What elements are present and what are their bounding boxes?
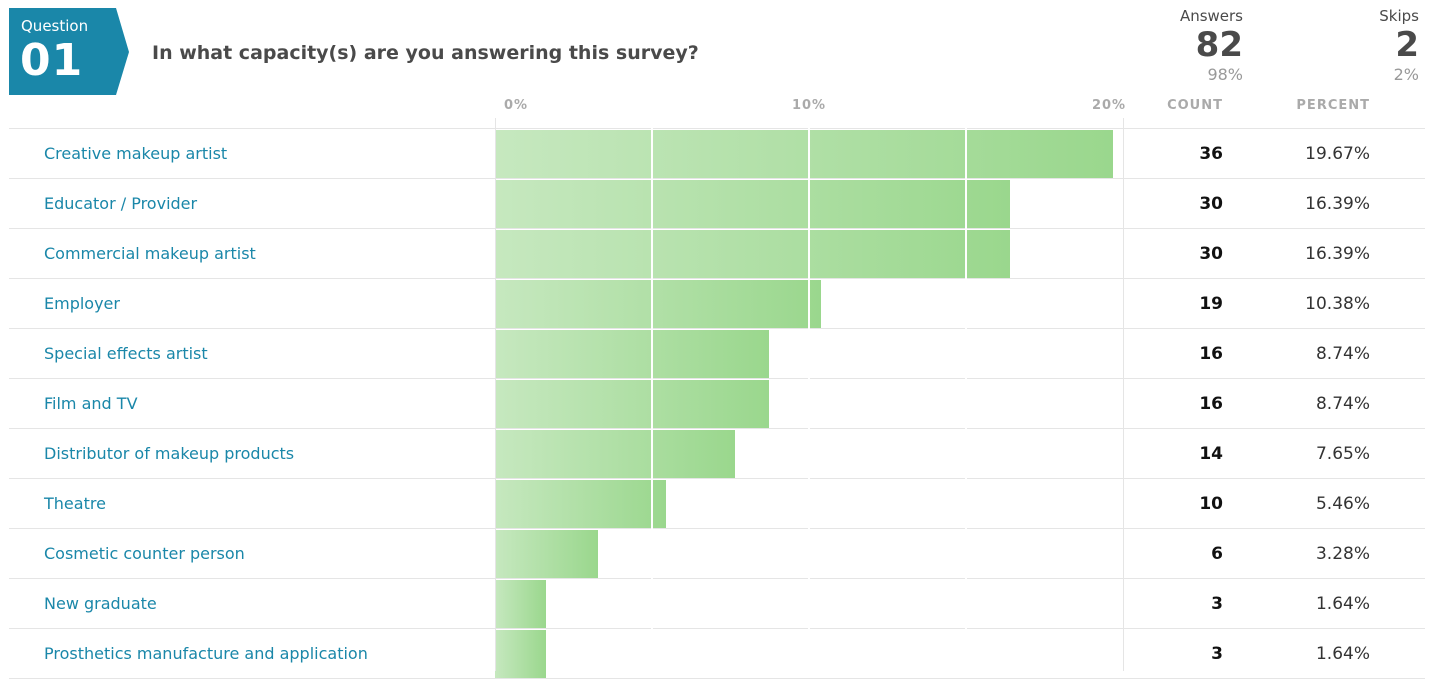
table-row: Employer 19 10.38%	[9, 279, 1425, 329]
bar	[495, 280, 821, 328]
row-count: 6	[1211, 544, 1223, 564]
row-count: 3	[1211, 594, 1223, 614]
row-count: 10	[1199, 494, 1223, 514]
count-column-header: COUNT	[1167, 98, 1223, 113]
bar	[495, 230, 1010, 278]
category-label[interactable]: Film and TV	[44, 394, 138, 413]
category-label[interactable]: New graduate	[44, 594, 157, 613]
category-label[interactable]: Distributor of makeup products	[44, 444, 295, 463]
category-label[interactable]: Theatre	[44, 494, 106, 513]
bar	[495, 130, 1113, 178]
category-label[interactable]: Commercial makeup artist	[44, 244, 256, 263]
row-count: 3	[1211, 644, 1223, 664]
table-row: Creative makeup artist 36 19.67%	[9, 129, 1425, 179]
question-title: In what capacity(s) are you answering th…	[152, 42, 699, 64]
category-label[interactable]: Special effects artist	[44, 344, 208, 363]
row-count: 36	[1199, 144, 1223, 164]
row-count: 16	[1199, 394, 1223, 414]
bar	[495, 180, 1010, 228]
skips-count: 2	[1395, 25, 1419, 65]
skips-stat: Skips 2 2%	[1379, 7, 1419, 85]
bar	[495, 480, 667, 528]
row-count: 30	[1199, 194, 1223, 214]
table-row: Prosthetics manufacture and application 3…	[9, 629, 1425, 679]
percent-column-header: PERCENT	[1296, 98, 1370, 113]
table-row: Theatre 10 5.46%	[9, 479, 1425, 529]
row-percent: 1.64%	[1315, 644, 1370, 664]
table-row: Educator / Provider 30 16.39%	[9, 179, 1425, 229]
category-label[interactable]: Creative makeup artist	[44, 144, 228, 163]
row-percent: 19.67%	[1305, 144, 1370, 164]
row-percent: 7.65%	[1315, 444, 1370, 464]
category-label[interactable]: Prosthetics manufacture and application	[44, 644, 368, 663]
skips-percent: 2%	[1393, 65, 1419, 84]
x-tick-label: 0%	[503, 98, 529, 113]
chart-rows: Creative makeup artist 36 19.67% Educator /…	[0, 129, 1434, 679]
category-label[interactable]: Educator / Provider	[44, 194, 198, 213]
table-row: New graduate 3 1.64%	[9, 579, 1425, 629]
bar	[495, 330, 770, 378]
row-count: 16	[1199, 344, 1223, 364]
row-percent: 5.46%	[1315, 494, 1370, 514]
category-label[interactable]: Employer	[44, 294, 120, 313]
table-row: Special effects artist 16 8.74%	[9, 329, 1425, 379]
row-percent: 16.39%	[1305, 244, 1370, 264]
row-percent: 16.39%	[1305, 194, 1370, 214]
row-count: 30	[1199, 244, 1223, 264]
row-percent: 1.64%	[1315, 594, 1370, 614]
category-label[interactable]: Cosmetic counter person	[44, 544, 245, 563]
table-row: Cosmetic counter person 6 3.28%	[9, 529, 1425, 579]
table-row: Commercial makeup artist 30 16.39%	[9, 229, 1425, 279]
answers-stat: Answers 82 98%	[1180, 7, 1243, 85]
row-percent: 8.74%	[1315, 394, 1370, 414]
answers-label: Answers	[1179, 7, 1243, 25]
row-count: 14	[1199, 444, 1223, 464]
answers-count: 82	[1195, 25, 1243, 65]
row-percent: 3.28%	[1315, 544, 1370, 564]
skips-label: Skips	[1379, 7, 1419, 25]
bar	[495, 430, 736, 478]
question-label: Question	[21, 17, 89, 35]
header-divider	[9, 128, 1425, 129]
table-row: Distributor of makeup products 14 7.65%	[9, 429, 1425, 479]
bar	[495, 530, 598, 578]
row-percent: 10.38%	[1305, 294, 1370, 314]
row-count: 19	[1199, 294, 1223, 314]
bar	[495, 580, 547, 628]
bar	[495, 380, 770, 428]
row-percent: 8.74%	[1315, 344, 1370, 364]
question-number: 01	[20, 35, 84, 86]
x-tick-label: 10%	[791, 98, 827, 113]
x-tick-label: 20%	[1091, 98, 1127, 113]
table-row: Film and TV 16 8.74%	[9, 379, 1425, 429]
bar	[495, 630, 547, 678]
question-badge: Question 01	[9, 8, 129, 95]
answers-percent: 98%	[1207, 65, 1243, 84]
